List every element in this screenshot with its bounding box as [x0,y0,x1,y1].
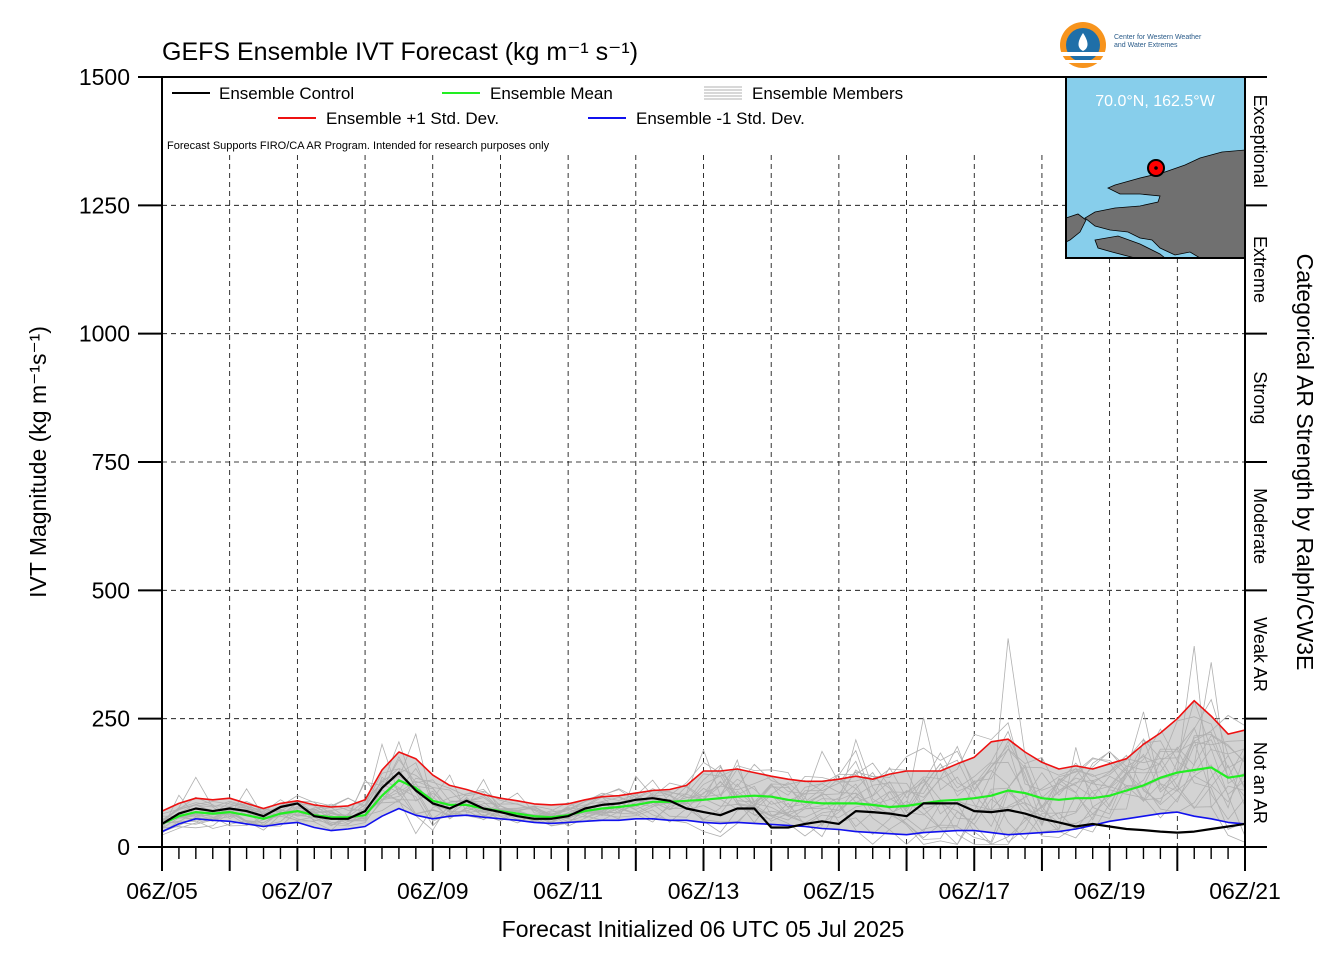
x-tick-label: 06Z/21 [1209,878,1281,904]
y-tick-label: 1000 [79,321,130,347]
member-trace [162,731,1245,845]
y-tick-label: 1250 [79,192,130,218]
location-marker-center [1154,166,1158,170]
inset-border [1065,76,1246,259]
member-trace [162,727,1245,827]
y-tick-label: 0 [117,834,130,860]
disclaimer-text: Forecast Supports FIRO/CA AR Program. In… [167,140,550,152]
category-label: Exceptional [1250,95,1270,188]
y-tick-label: 250 [92,706,130,732]
member-trace [162,747,1245,838]
member-trace [162,662,1245,846]
legend-control-label: Ensemble Control [219,84,354,103]
y-tick-label: 1500 [79,64,130,90]
legend-members-label: Ensemble Members [752,84,903,103]
logo-drop-icon [1078,33,1088,51]
x-tick-label: 06Z/09 [397,878,469,904]
member-trace [162,748,1245,845]
x-axis-label: Forecast Initialized 06 UTC 05 Jul 2025 [502,916,905,942]
member-trace [162,739,1245,833]
member-trace [162,717,1245,828]
chart-title: GEFS Ensemble IVT Forecast (kg m⁻¹ s⁻¹) [162,38,638,66]
legend-minus-sd-label: Ensemble -1 Std. Dev. [636,109,805,128]
x-tick-label: 06Z/11 [533,878,603,904]
legend: Ensemble Control Ensemble Mean Ensemble … [167,84,903,152]
legend-swatch-members [704,86,742,100]
x-tick-label: 06Z/17 [938,878,1010,904]
series-control [162,771,1245,834]
inset-land-alaska [1084,149,1246,259]
inset-location-label: 70.0°N, 162.5°W [1095,93,1215,110]
grid-lines [162,155,1245,847]
right-axis-label: Categorical AR Strength by Ralph/CW3E [1292,254,1318,671]
x-tick-label: 06Z/13 [668,878,740,904]
series-minus-sd [162,807,1245,836]
x-tick-label: 06Z/05 [126,878,198,904]
category-label: Strong [1250,371,1270,424]
y-axis-label: IVT Magnitude (kg m⁻¹s⁻¹) [25,326,51,598]
category-label: Extreme [1250,236,1270,303]
member-trace [162,738,1245,839]
axes: 0 250 500 750 1000 1250 1500 06Z/05 06Z/07 06Z/09… [79,64,1281,904]
x-tick-label: 06Z/19 [1074,878,1146,904]
x-tick-label: 06Z/07 [262,878,334,904]
legend-mean-label: Ensemble Mean [490,84,613,103]
series-plus-sd [162,699,1245,812]
series-mean [162,766,1245,825]
ensemble-series [162,699,1245,836]
y-tick-label: 500 [92,577,130,603]
y-tick-label: 750 [92,449,130,475]
legend-plus-sd-label: Ensemble +1 Std. Dev. [326,109,499,128]
category-label: Not an AR [1250,742,1270,824]
category-label: Weak AR [1250,617,1270,692]
category-label: Moderate [1250,488,1270,564]
x-tick-label: 06Z/15 [803,878,875,904]
member-trace [162,740,1245,837]
cw3e-logo [1060,22,1106,68]
logo-wordmark: Center for Western Weather and Water Extr… [1114,34,1202,49]
location-inset-map: 70.0°N, 162.5°W [1065,76,1246,259]
